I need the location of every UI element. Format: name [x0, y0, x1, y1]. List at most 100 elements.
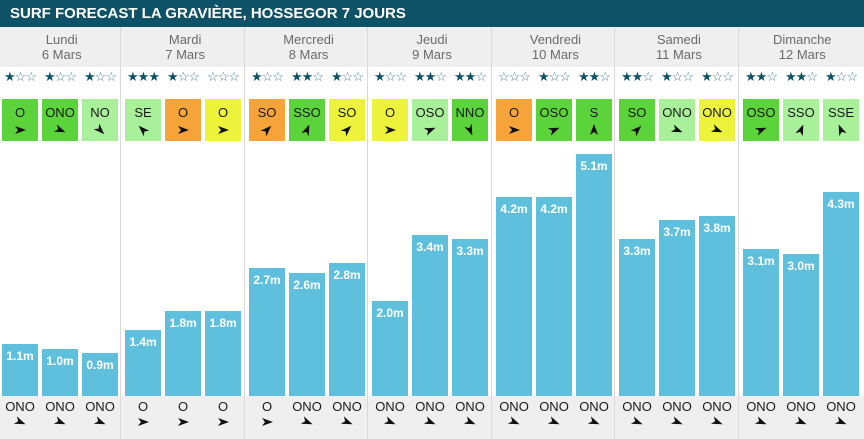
wind-direction-box: O — [496, 99, 532, 141]
wave-height-bar — [536, 197, 572, 396]
day-date: 8 Mars — [288, 47, 329, 62]
wave-height-label: 3.1m — [747, 254, 775, 268]
wind-arrow-icon — [138, 125, 150, 137]
swell-arrow-icon — [834, 416, 847, 425]
wind-direction-label: ONO — [45, 105, 75, 120]
swell-direction-label: ONO — [539, 399, 569, 414]
wave-height-bar — [496, 197, 532, 396]
day-date: 12 Mars — [778, 47, 826, 62]
wave-height-label: 3.3m — [456, 244, 484, 258]
wave-height-label: 3.8m — [703, 221, 731, 235]
rating-stars: ★☆☆ — [374, 69, 407, 84]
wind-direction-label: SSO — [787, 105, 815, 120]
wind-arrow-icon — [754, 127, 767, 136]
swell-direction-band — [0, 396, 864, 439]
wind-direction-label: O — [177, 105, 189, 120]
swell-arrow-icon — [587, 416, 600, 425]
day-header: Mardi 7 Mars — [123, 27, 246, 67]
wind-direction-label: ONO — [662, 105, 692, 120]
swell-arrow-icon — [794, 416, 807, 425]
wave-height-label: 1.4m — [129, 335, 157, 349]
day-separator — [367, 27, 368, 439]
day-date: 6 Mars — [41, 47, 82, 62]
day-name: Dimanche — [773, 32, 832, 47]
wind-arrow-icon — [53, 124, 66, 133]
wave-height-label: 2.6m — [293, 278, 321, 292]
swell-direction-label: ONO — [702, 399, 732, 414]
swell-direction-label: ONO — [375, 399, 405, 414]
wave-height-bar — [2, 344, 38, 396]
wind-direction-label: SE — [134, 105, 152, 120]
wind-direction-label: S — [589, 105, 599, 120]
swell-direction-label: ONO — [332, 399, 362, 414]
wind-arrow-icon — [838, 124, 847, 137]
wind-direction-box: OSO — [412, 99, 448, 141]
wind-direction-label: SO — [257, 105, 277, 120]
wave-height-bar — [205, 311, 241, 396]
swell-direction-label: ONO — [415, 399, 445, 414]
swell-arrow-icon — [670, 416, 683, 425]
wave-height-label: 2.0m — [376, 306, 404, 320]
wave-height-bar — [249, 268, 285, 396]
wind-direction-box: SO — [619, 99, 655, 141]
wind-direction-label: SO — [337, 105, 357, 120]
rating-stars: ★☆☆ — [331, 69, 364, 84]
wind-direction-box: NO — [82, 99, 118, 141]
wind-arrow-icon — [795, 124, 804, 137]
wave-height-label: 4.2m — [500, 202, 528, 216]
swell-direction-label: O — [177, 399, 189, 414]
wind-arrow-icon — [464, 123, 473, 136]
wind-direction-box: SSO — [289, 99, 325, 141]
day-date: 11 Mars — [655, 47, 702, 62]
forecast-title: SURF FORECAST LA GRAVIÈRE, HOSSEGOR 7 JO… — [0, 0, 864, 27]
wave-height-bar — [125, 330, 161, 396]
swell-arrow-icon — [13, 416, 26, 425]
wind-direction-box: O — [372, 99, 408, 141]
wind-direction-box: NNO — [452, 99, 488, 141]
rating-stars: ★★★ — [127, 69, 160, 84]
rating-stars: ★★☆ — [291, 69, 324, 84]
wind-arrow-icon — [385, 126, 396, 134]
day-header: Lundi 6 Mars — [0, 27, 123, 67]
wind-direction-box: SO — [329, 99, 365, 141]
wave-height-bar — [619, 239, 655, 396]
wind-direction-label: NNO — [455, 105, 485, 120]
swell-direction-label: ONO — [45, 399, 75, 414]
rating-stars: ★☆☆ — [84, 69, 117, 84]
day-name: Samedi — [656, 32, 701, 47]
rating-stars: ☆☆☆ — [207, 69, 240, 84]
wave-height-label: 3.7m — [663, 225, 691, 239]
wind-direction-box: SE — [125, 99, 161, 141]
wave-height-label: 2.8m — [333, 268, 361, 282]
wind-direction-label: O — [384, 105, 396, 120]
rating-stars: ☆☆☆ — [498, 69, 531, 84]
wave-height-label: 4.3m — [827, 197, 855, 211]
wind-direction-label: NO — [90, 105, 110, 120]
day-separator — [244, 27, 245, 439]
wave-height-label: 4.2m — [540, 202, 568, 216]
wind-direction-box: ONO — [699, 99, 735, 141]
wind-arrow-icon — [15, 126, 26, 134]
wind-arrow-icon — [340, 125, 352, 137]
rating-stars: ★☆☆ — [701, 69, 734, 84]
day-header: Dimanche 12 Mars — [741, 27, 864, 67]
wave-height-bar — [42, 349, 78, 396]
wind-direction-box: ONO — [659, 99, 695, 141]
swell-direction-label: ONO — [5, 399, 35, 414]
wave-height-label: 3.3m — [623, 244, 651, 258]
day-name: Vendredi — [529, 32, 582, 47]
rating-stars: ★☆☆ — [825, 69, 858, 84]
day-name: Mercredi — [283, 32, 334, 47]
swell-arrow-icon — [423, 416, 436, 425]
day-separator — [614, 27, 615, 439]
swell-direction-label: ONO — [579, 399, 609, 414]
wind-direction-label: SSE — [827, 105, 854, 120]
day-name: Lundi — [45, 32, 78, 47]
swell-arrow-icon — [93, 416, 106, 425]
wind-direction-label: ONO — [702, 105, 732, 120]
wave-height-label: 1.8m — [169, 316, 197, 330]
wind-direction-box: ONO — [42, 99, 78, 141]
rating-stars: ★☆☆ — [4, 69, 37, 84]
wave-height-bar — [372, 301, 408, 396]
rating-stars: ★★☆ — [414, 69, 447, 84]
